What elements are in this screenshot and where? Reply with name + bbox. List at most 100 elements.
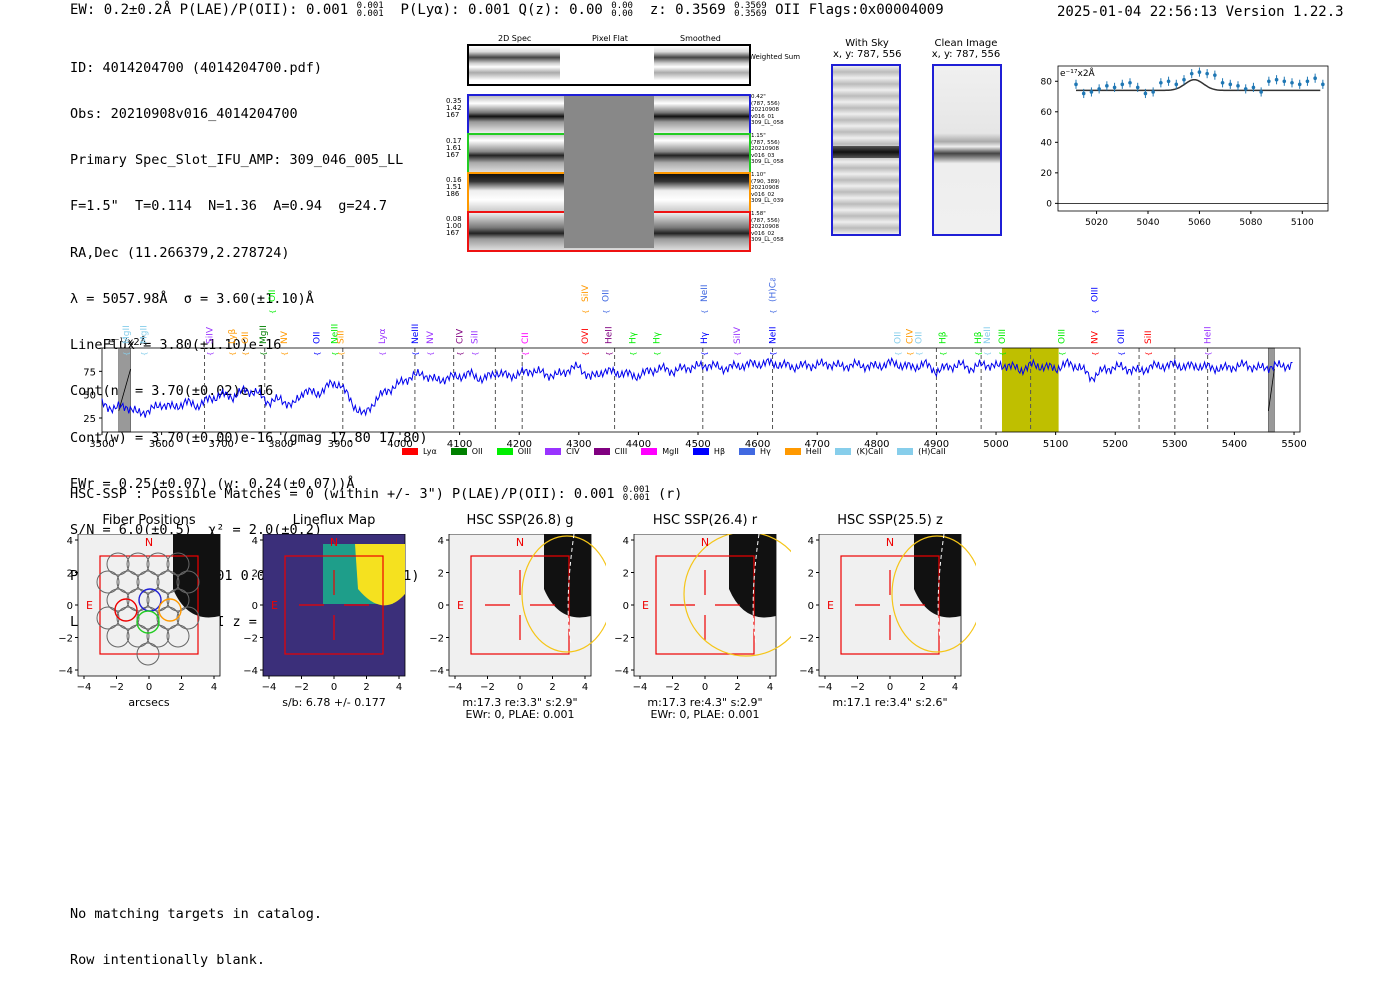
zoom-chart: e⁻¹⁷x2Å 0 20 40 60 80 5020 5040 5060 5080 5100 xyxy=(1041,65,1329,228)
hsc-ytick-label: −4 xyxy=(799,666,814,677)
header-ew: EW: 0.2±0.2Å P(LAE)/P(OII): 0.001 xyxy=(70,2,349,18)
bright-source xyxy=(914,534,961,618)
cutout-stats: 0.16 1.51 186 xyxy=(446,176,462,198)
cutout-stats: 0.35 1.42 167 xyxy=(446,97,462,119)
zoom-data-point xyxy=(1305,79,1310,84)
zoom-ytick-label: 0 xyxy=(1046,199,1052,209)
cutout-header-2dspec: 2D Spec xyxy=(498,34,532,43)
cutout-meta: 1.15" (787, 556) 20210908 v016_03 309_LL_058 xyxy=(751,133,784,165)
dashed-contour xyxy=(937,534,945,645)
emission-line-label: SiII xyxy=(1144,330,1154,344)
legend-label: (K)CaII xyxy=(856,447,884,456)
emission-line-bracket: { xyxy=(522,352,530,356)
cutout-stats: 0.17 1.61 167 xyxy=(446,137,462,159)
spectrum-xtick-label: 5500 xyxy=(1281,439,1306,450)
hsc-xtick-label: 4 xyxy=(211,682,217,693)
compass-north: N xyxy=(886,536,894,549)
spectrum-xtick-label: 4400 xyxy=(626,439,651,450)
fiber-circle xyxy=(126,588,150,612)
fiber-circle xyxy=(116,570,140,594)
info-line: EWr = 0.25(±0.07) (w: 0.24(±0.07))Å xyxy=(70,475,355,492)
legend-swatch xyxy=(593,448,610,455)
hsc-panel-caption: arcsecs xyxy=(128,696,170,709)
legend-item: Lyα xyxy=(402,447,437,456)
emission-line-label: SiIV xyxy=(733,326,743,344)
spectrum-plot-frame xyxy=(101,347,1301,433)
emission-line-bracket: { xyxy=(141,352,149,356)
zoom-ytick-label: 40 xyxy=(1041,138,1053,148)
hsc-xtick-label: 0 xyxy=(146,682,152,693)
legend-label: Hβ xyxy=(713,447,726,456)
zoom-data-point xyxy=(1313,76,1317,81)
emission-line-label: MgII xyxy=(140,325,150,344)
legend-label: Lyα xyxy=(423,447,437,456)
aperture-box xyxy=(655,555,755,655)
fiber-circle xyxy=(146,552,170,576)
legend-label: Hγ xyxy=(760,447,771,456)
hsc-panel-title: Lineflux Map xyxy=(292,513,376,528)
with-sky-image xyxy=(831,64,901,236)
header-plya: P(Lyα): 0.001 Q(z): 0.00 xyxy=(400,2,603,18)
legend-item: Hγ xyxy=(739,447,771,456)
emission-line-bracket: { xyxy=(582,352,590,356)
hsc-panel-caption: m:17.1 re:3.4" s:2.6" xyxy=(832,696,948,709)
hsc-ytick-label: 4 xyxy=(623,536,629,547)
bright-source xyxy=(544,534,591,618)
hsc-panel-title: HSC SSP(26.4) r xyxy=(652,513,758,528)
hsc-panel-caption: EWr: 0, PLAE: 0.001 xyxy=(465,708,575,721)
compass-north: N xyxy=(145,536,153,549)
spectrum-xtick-label: 4900 xyxy=(924,439,949,450)
emission-line-label: MgII xyxy=(122,325,132,344)
hsc-ytick-label: 2 xyxy=(67,569,73,580)
zoom-data-point xyxy=(1274,77,1279,82)
cutout-stats: 0.08 1.00 167 xyxy=(446,215,462,237)
hsc-ytick-label: −2 xyxy=(243,634,258,645)
compass-east: E xyxy=(86,599,93,612)
zoom-data-point xyxy=(1213,73,1217,77)
spectrum-chart: 25 50 75 3500 3600 3700 3800 3900 4000 4100 4200 43… xyxy=(83,278,1307,450)
zoom-data-point xyxy=(1128,80,1132,85)
legend-label: OIII xyxy=(517,447,532,456)
hsc-frac: 0.001 0.001 xyxy=(622,485,650,503)
emission-line-bracket: { xyxy=(1091,352,1099,356)
emission-line-label: Hβ xyxy=(938,331,948,344)
fiber-circle xyxy=(166,624,190,648)
hsc-xtick-label: 0 xyxy=(517,682,523,693)
emission-line-bracket: { xyxy=(582,310,590,314)
spectrum-xtick-label: 4000 xyxy=(387,439,412,450)
spectrum-xtick-label: 3600 xyxy=(149,439,174,450)
zoom-data-point xyxy=(1151,90,1155,94)
hsc-ytick-label: −4 xyxy=(58,666,73,677)
legend-swatch xyxy=(641,448,658,455)
emission-line-bracket: { xyxy=(629,352,637,356)
zoom-data-point xyxy=(1105,84,1109,88)
weighted-sum-label: Weighted Sum xyxy=(749,53,801,61)
hsc-band: (r) xyxy=(657,486,683,502)
clean-image-title: Clean Image x, y: 787, 556 xyxy=(931,38,1001,60)
spectrum-xtick-label: 4500 xyxy=(685,439,710,450)
fiber-circle-highlight xyxy=(114,598,138,622)
emission-line-bracket: { xyxy=(999,352,1007,356)
zoom-data-point xyxy=(1081,91,1086,96)
zoom-data-point xyxy=(1251,85,1256,90)
legend-item: OII xyxy=(450,447,483,456)
compass-north: N xyxy=(701,536,709,549)
hsc-ytick-label: −2 xyxy=(429,634,444,645)
emission-line-bracket: { xyxy=(337,352,345,356)
source-ellipse xyxy=(891,535,976,653)
legend-item: OIII xyxy=(496,447,532,456)
emission-line-bracket: { xyxy=(895,352,903,356)
emission-line-label: Lyβ xyxy=(228,328,238,344)
hsc-summary-text: HSC-SSP : Possible Matches = 0 (within +… xyxy=(70,486,615,502)
legend-label: CIII xyxy=(614,447,628,456)
emission-line-bracket: { xyxy=(770,352,778,356)
emission-line-label: Hγ xyxy=(652,331,662,344)
source-ellipse xyxy=(683,534,791,657)
hsc-ytick-label: 0 xyxy=(808,601,814,612)
hsc-xtick-label: 2 xyxy=(178,682,184,693)
zoom-xtick-label: 5060 xyxy=(1188,218,1211,228)
legend-swatch xyxy=(545,448,562,455)
cutout-meta: 1.10" (790, 389) 20210908 v016_02 309_LL_039 xyxy=(751,172,784,204)
emission-line-label: CIV xyxy=(456,328,466,344)
zoom-data-point xyxy=(1220,80,1225,85)
